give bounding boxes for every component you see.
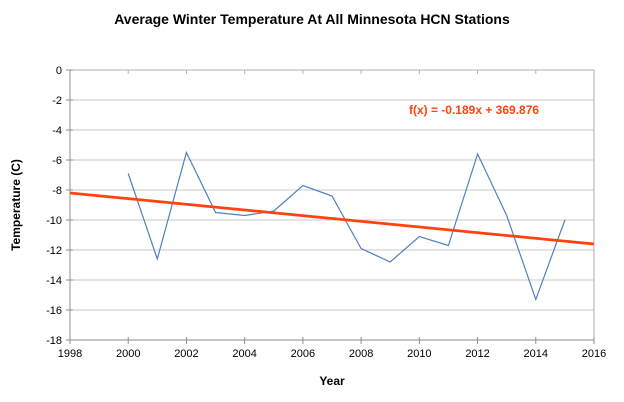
- x-tick-label: 2002: [174, 348, 198, 360]
- y-tick-label: -2: [52, 95, 62, 107]
- x-tick-label: 1998: [58, 348, 82, 360]
- y-tick-label: -18: [46, 335, 62, 347]
- y-tick-label: -4: [52, 125, 62, 137]
- x-tick-label: 2014: [524, 348, 548, 360]
- y-tick-label: -12: [46, 245, 62, 257]
- x-tick-label: 2004: [232, 348, 256, 360]
- chart-title: Average Winter Temperature At All Minnes…: [114, 11, 510, 27]
- trendline-equation-label: f(x) = -0.189x + 369.876: [408, 103, 540, 117]
- y-tick-label: 0: [56, 65, 62, 77]
- y-tick-label: -16: [46, 305, 62, 317]
- y-tick-label: -8: [52, 185, 62, 197]
- x-tick-label: 2010: [407, 348, 431, 360]
- x-tick-label: 2008: [349, 348, 373, 360]
- y-tick-label: -14: [46, 275, 62, 287]
- temperature-series-line: [127, 150, 566, 302]
- x-tick-label: 2006: [291, 348, 315, 360]
- x-tick-label: 2012: [465, 348, 489, 360]
- x-tick-label: 2016: [582, 348, 606, 360]
- plot-border: [69, 69, 595, 341]
- y-tick-label: -10: [46, 215, 62, 227]
- y-tick-label: -6: [52, 155, 62, 167]
- trend-line: [69, 191, 595, 246]
- x-tick-label: 2000: [116, 348, 140, 360]
- x-axis-title: Year: [319, 374, 345, 388]
